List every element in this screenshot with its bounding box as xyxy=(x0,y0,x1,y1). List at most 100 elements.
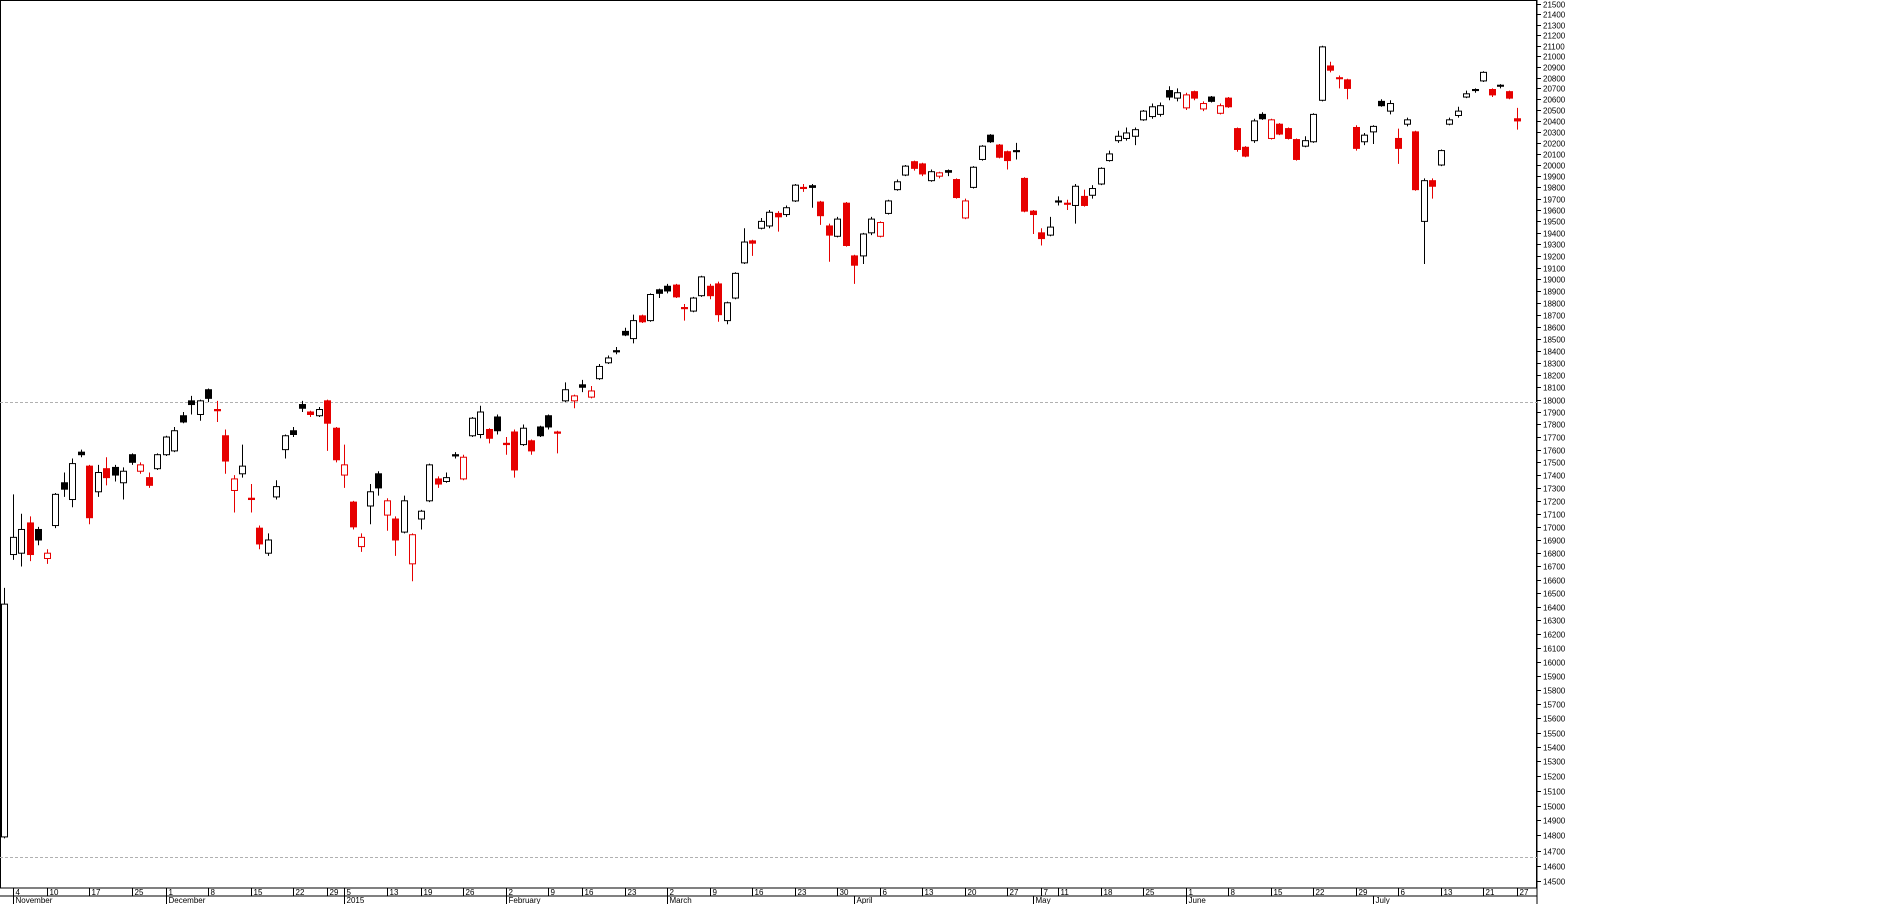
candle-body xyxy=(290,430,297,436)
y-tick-label: 17600 xyxy=(1543,447,1566,456)
candle-body xyxy=(409,534,416,565)
x-tick-label: 13 xyxy=(1444,888,1453,897)
candle-body xyxy=(800,186,807,190)
y-tick-label: 20900 xyxy=(1543,64,1566,73)
candle-body xyxy=(596,365,603,380)
candle-body xyxy=(868,218,875,234)
y-tick-label: 16400 xyxy=(1543,604,1566,613)
y-tick-label: 15000 xyxy=(1543,803,1566,812)
candle-body xyxy=(469,417,476,437)
x-tick-label: 8 xyxy=(1231,888,1236,897)
candle-body xyxy=(656,289,663,294)
candle-body xyxy=(265,539,272,554)
candle-body xyxy=(1013,150,1020,153)
y-tick-label: 18300 xyxy=(1543,360,1566,369)
candle-body xyxy=(1361,134,1368,143)
candle-body xyxy=(231,478,238,491)
y-tick-label: 17100 xyxy=(1543,511,1566,520)
y-tick-label: 20700 xyxy=(1543,85,1566,94)
candle-body xyxy=(171,430,178,452)
candle-body xyxy=(375,473,382,489)
candle-body xyxy=(120,470,127,484)
candle-body xyxy=(1472,89,1479,92)
candle-body xyxy=(1064,202,1071,205)
y-tick-label: 17800 xyxy=(1543,421,1566,430)
candle-body xyxy=(333,427,340,461)
candle-body xyxy=(477,411,484,436)
candle-body xyxy=(1021,177,1028,212)
candle-body xyxy=(783,207,790,216)
y-tick-label: 18500 xyxy=(1543,336,1566,345)
x-tick-label: 29 xyxy=(1359,888,1368,897)
x-tick-label: 21 xyxy=(1486,888,1495,897)
candle-body xyxy=(741,241,748,264)
y-tick-label: 18400 xyxy=(1543,348,1566,357)
candle-body xyxy=(1429,180,1436,187)
candle-body xyxy=(1149,106,1156,118)
y-tick-label: 19100 xyxy=(1543,265,1566,274)
candle-body xyxy=(1387,103,1394,112)
candle-body xyxy=(1514,118,1521,122)
y-tick-label: 15200 xyxy=(1543,773,1566,782)
candle-body xyxy=(426,464,433,502)
x-tick-label: 11 xyxy=(1061,888,1070,897)
y-tick-label: 15400 xyxy=(1543,744,1566,753)
candle-body xyxy=(1480,71,1487,82)
candle-body xyxy=(1404,119,1411,125)
y-tick-label: 16000 xyxy=(1543,659,1566,668)
x-tick-label: 18 xyxy=(1104,888,1113,897)
x-tick-label: 9 xyxy=(551,888,556,897)
candle-body xyxy=(953,179,960,199)
candle-body xyxy=(1285,128,1292,139)
candle-body xyxy=(341,464,348,476)
y-tick-label: 17400 xyxy=(1543,472,1566,481)
y-tick-label: 18900 xyxy=(1543,288,1566,297)
candle-body xyxy=(392,518,399,541)
x-tick-label: 27 xyxy=(1010,888,1019,897)
candle-body xyxy=(562,389,569,402)
candle-body xyxy=(894,181,901,191)
y-tick-label: 15800 xyxy=(1543,687,1566,696)
candle-body xyxy=(1412,131,1419,191)
candle-body xyxy=(511,431,518,471)
candle-body xyxy=(775,212,782,218)
y-tick-label: 16100 xyxy=(1543,645,1566,654)
candle-body xyxy=(1098,167,1105,185)
y-tick-label: 18800 xyxy=(1543,300,1566,309)
candle-body xyxy=(698,276,705,297)
candle-body xyxy=(307,411,314,415)
month-label: May xyxy=(1036,896,1051,904)
candle-body xyxy=(1446,119,1453,125)
candle-body xyxy=(690,297,697,312)
candle-body xyxy=(885,200,892,214)
candle-body xyxy=(1072,185,1079,206)
candle-body xyxy=(1438,150,1445,166)
y-tick-label: 14700 xyxy=(1543,848,1566,857)
x-tick-label: 2 xyxy=(509,888,514,897)
y-tick-label: 14600 xyxy=(1543,863,1566,872)
candle-body xyxy=(1259,113,1266,120)
candle-body xyxy=(1242,146,1249,157)
x-tick-label: 10 xyxy=(50,888,59,897)
y-tick-label: 18100 xyxy=(1543,384,1566,393)
y-tick-label: 18700 xyxy=(1543,312,1566,321)
y-tick-label: 16800 xyxy=(1543,550,1566,559)
candle-body xyxy=(44,552,51,560)
x-tick-label: 27 xyxy=(1520,888,1529,897)
candle-body xyxy=(358,536,365,548)
candle-body xyxy=(1463,93,1470,98)
candle-body xyxy=(1344,79,1351,89)
candle-body xyxy=(1421,180,1428,222)
candle-body xyxy=(673,284,680,298)
month-label: February xyxy=(509,896,541,904)
y-tick-label: 15500 xyxy=(1543,730,1566,739)
x-tick-label: 25 xyxy=(135,888,144,897)
x-tick-label: 26 xyxy=(466,888,475,897)
candle-body xyxy=(180,415,187,423)
candle-body xyxy=(826,225,833,236)
x-tick-label: 25 xyxy=(1146,888,1155,897)
candle-body xyxy=(452,454,459,457)
candle-body xyxy=(877,222,884,237)
candle-body xyxy=(1378,100,1385,107)
candle-body xyxy=(588,390,595,398)
